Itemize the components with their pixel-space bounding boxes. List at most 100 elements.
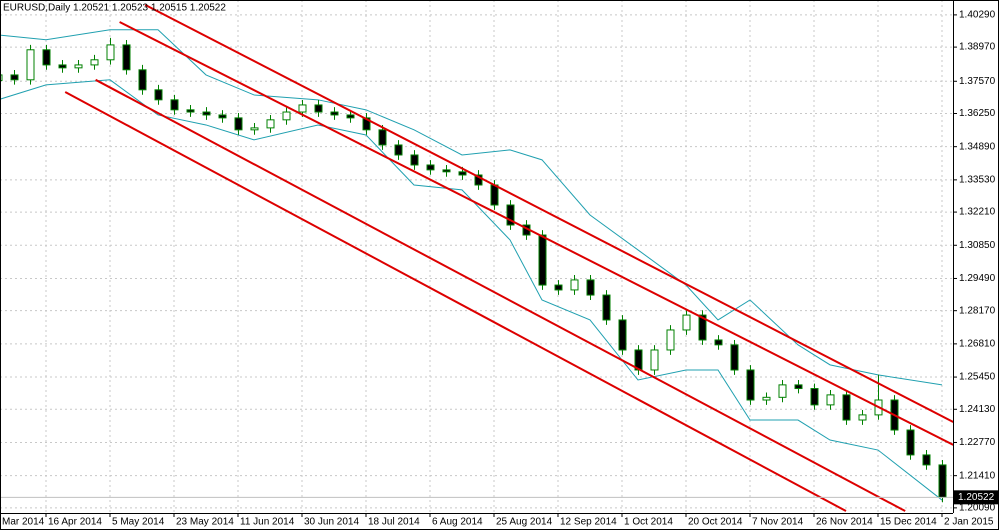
candle-body (426, 164, 435, 171)
y-tick-label: 1.34890 (959, 141, 996, 152)
candle-body (442, 169, 451, 173)
x-tick-label: 15 Dec 2014 (880, 517, 937, 528)
candle-body (314, 104, 323, 113)
y-tick-label: 1.33530 (959, 175, 996, 186)
candle-body (762, 396, 771, 401)
x-tick-label: 5 May 2014 (112, 517, 165, 528)
x-tick-label: 23 May 2014 (176, 517, 234, 528)
candle-body (682, 314, 691, 331)
x-tick-label: 25 Aug 2014 (496, 517, 553, 528)
candle-body (122, 44, 131, 71)
x-tick-label: 20 Oct 2014 (688, 517, 743, 528)
candle-body (922, 454, 931, 466)
candle-body (490, 184, 499, 206)
candle-body (250, 127, 259, 131)
candle-body (650, 349, 659, 371)
candle-body (506, 204, 515, 226)
candle-body (746, 369, 755, 401)
candle-body (266, 119, 275, 129)
last-price-label: 1.20522 (958, 492, 995, 503)
bollinger-lower (0, 79, 943, 501)
x-tick-label: 12 Sep 2014 (560, 517, 617, 528)
x-tick-label: 18 Jul 2014 (368, 517, 420, 528)
candle-body (218, 114, 227, 119)
candle-body (538, 234, 547, 286)
y-tick-label: 1.22770 (959, 437, 996, 448)
candle-body (778, 384, 787, 398)
candle-body (938, 464, 947, 498)
x-tick-label: 6 Aug 2014 (432, 517, 483, 528)
candle-body (90, 59, 99, 66)
grid (0, 0, 953, 513)
candle-body (618, 319, 627, 351)
x-tick-label: 2 Jan 2015 (944, 517, 994, 528)
candle-body (330, 111, 339, 116)
x-tick-label: 30 Jun 2014 (304, 517, 359, 528)
y-tick-label: 1.37570 (959, 76, 996, 87)
candle-body (714, 339, 723, 346)
chart-title: EURUSD,Daily 1.20521 1.20523 1.20515 1.2… (3, 3, 226, 14)
candle-body (730, 344, 739, 371)
candle-body (826, 394, 835, 406)
candle-body (234, 117, 243, 131)
candle-body (154, 89, 163, 101)
candle-body (186, 109, 195, 113)
x-tick-label: 26 Nov 2014 (816, 517, 873, 528)
last-price-box (954, 490, 998, 505)
x-tick-label: 16 Apr 2014 (48, 517, 102, 528)
candle-body (906, 429, 915, 456)
candle-body (842, 394, 851, 421)
candle-body (570, 279, 579, 291)
channel-line (119, 21, 953, 446)
candle-body (362, 117, 371, 131)
candle-body (298, 104, 307, 113)
candle-body (554, 284, 563, 291)
candle-body (26, 49, 35, 81)
y-tick-label: 1.20090 (959, 503, 996, 514)
y-tick-label: 1.24130 (959, 404, 996, 415)
candle-body (394, 144, 403, 156)
channel-line (144, 3, 953, 423)
bollinger-upper (0, 29, 943, 386)
channel-line (95, 78, 906, 512)
y-tick-label: 1.32210 (959, 207, 996, 218)
candle-body (378, 129, 387, 146)
candle-body (858, 414, 867, 421)
candle-body (138, 69, 147, 91)
candle-body (602, 294, 611, 321)
candle-body (586, 279, 595, 296)
candle-body (170, 99, 179, 111)
y-tick-label: 1.38970 (959, 42, 996, 53)
y-tick-label: 1.28170 (959, 305, 996, 316)
axis-labels: 1.40290 1.38970 1.37570 1.36250 1.34890 1.335… (2, 10, 998, 528)
y-tick-label: 1.29490 (959, 273, 996, 284)
candle-body (346, 114, 355, 119)
candle-body (666, 329, 675, 351)
candle-body (10, 74, 19, 81)
y-tick-label: 1.40290 (959, 10, 996, 21)
candle-body (794, 384, 803, 390)
candle-body (810, 388, 819, 406)
y-tick-label: 1.25450 (959, 372, 996, 383)
x-tick-label: 1 Oct 2014 (624, 517, 673, 528)
candle-body (202, 111, 211, 116)
candle-body (42, 49, 51, 66)
candle-body (458, 171, 467, 176)
candle-body (410, 154, 419, 166)
x-tick-label: 11 Jun 2014 (240, 517, 295, 528)
y-tick-label: 1.30850 (959, 240, 996, 251)
y-tick-label: 1.36250 (959, 108, 996, 119)
channel-line (64, 91, 847, 512)
y-tick-label: 1.26810 (959, 339, 996, 350)
candle-body (106, 44, 115, 61)
candle-body (74, 64, 83, 69)
candle-body (698, 314, 707, 341)
candle-body (58, 64, 67, 69)
x-tick-label: Mar 2014 (2, 517, 45, 528)
candle-body (474, 174, 483, 186)
plot-area (0, 3, 953, 512)
x-tick-label: 7 Nov 2014 (752, 517, 804, 528)
candle-body (282, 111, 291, 121)
